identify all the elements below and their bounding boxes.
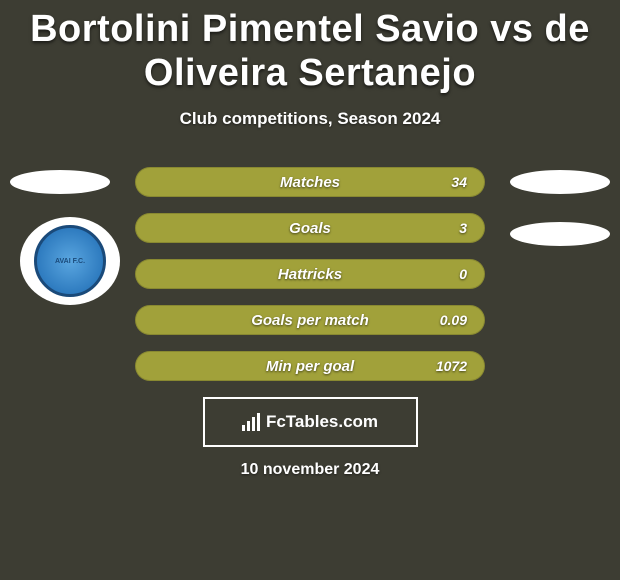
stat-label: Min per goal: [266, 358, 354, 375]
club-badge-text: AVAI F.C.: [55, 258, 85, 265]
stat-rows: Matches 34 Goals 3 Hattricks 0 Goals per…: [135, 167, 485, 381]
stat-row-goals-per-match: Goals per match 0.09: [135, 305, 485, 335]
left-placeholder-1: [10, 170, 110, 194]
date-text: 10 november 2024: [0, 461, 620, 479]
stat-row-matches: Matches 34: [135, 167, 485, 197]
club-badge: AVAI F.C.: [20, 217, 120, 305]
subtitle: Club competitions, Season 2024: [0, 109, 620, 129]
stat-row-hattricks: Hattricks 0: [135, 259, 485, 289]
stats-area: AVAI F.C. Matches 34 Goals 3 Hattricks 0…: [0, 167, 620, 381]
stat-label: Matches: [280, 174, 340, 191]
stat-value: 1072: [436, 358, 467, 374]
club-badge-inner: AVAI F.C.: [34, 225, 106, 297]
bars-icon: [242, 413, 260, 431]
stat-value: 34: [451, 174, 467, 190]
footer-brand-badge: FcTables.com: [203, 397, 418, 447]
stat-row-min-per-goal: Min per goal 1072: [135, 351, 485, 381]
stat-label: Hattricks: [278, 266, 342, 283]
stat-row-goals: Goals 3: [135, 213, 485, 243]
stat-value: 3: [459, 220, 467, 236]
stat-label: Goals per match: [251, 312, 369, 329]
stat-value: 0.09: [440, 312, 467, 328]
stat-label: Goals: [289, 220, 331, 237]
page-title: Bortolini Pimentel Savio vs de Oliveira …: [0, 0, 620, 95]
footer-brand-text: FcTables.com: [266, 412, 378, 432]
stat-value: 0: [459, 266, 467, 282]
right-placeholder-2: [510, 222, 610, 246]
right-placeholder-1: [510, 170, 610, 194]
